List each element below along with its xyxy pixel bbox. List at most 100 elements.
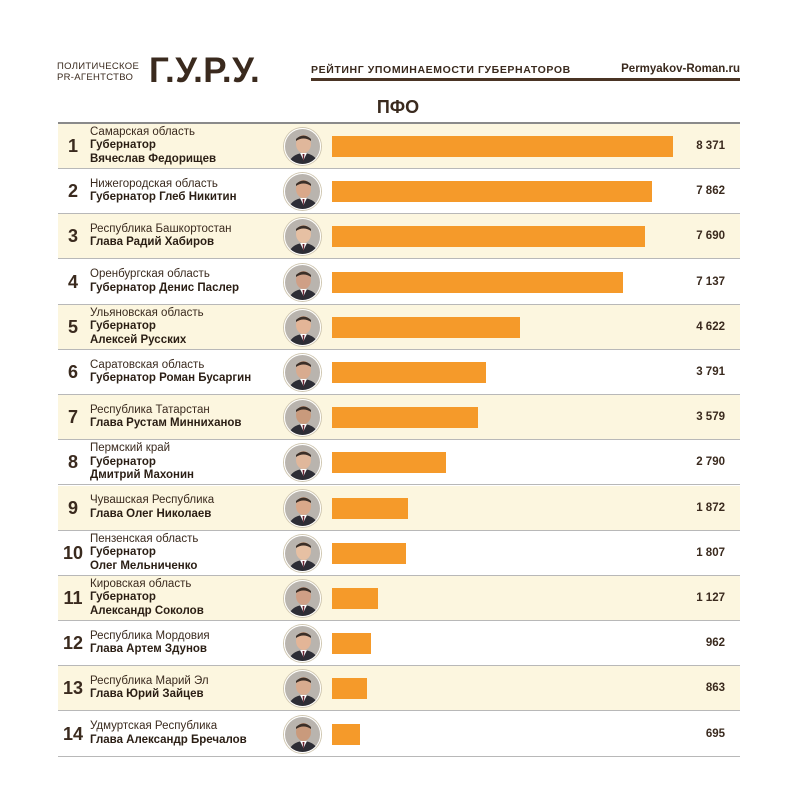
agency-line-1: ПОЛИТИЧЕСКОЕ <box>57 61 140 72</box>
region-name: Республика Башкортостан <box>90 222 232 235</box>
governor-name: Губернатор <box>90 139 156 152</box>
value-bar <box>332 362 487 383</box>
rank-number: 8 <box>67 452 78 473</box>
region-name: Удмуртская Республика <box>90 720 218 733</box>
governor-avatar <box>284 218 321 256</box>
agency-label: ПОЛИТИЧЕСКОЕ PR-АГЕНТСТВО <box>57 61 139 83</box>
governor-avatar <box>284 580 321 617</box>
region-name: Кировская область <box>90 577 192 590</box>
governor-name: Александр Соколов <box>90 604 204 617</box>
governor-name: Губернатор Денис Паслер <box>90 281 240 294</box>
governor-avatar <box>284 489 321 527</box>
rank-number: 5 <box>67 316 78 337</box>
table-row: 13 Республика Марий Эл Глава Юрий Зайцев 86… <box>58 666 740 712</box>
governor-name: Губернатор Роман Бусаргин <box>90 372 252 384</box>
governor-avatar <box>284 534 321 572</box>
governor-name: Вячеслав Федорищев <box>90 152 217 165</box>
governor-name: Глава Александр Бречалов <box>90 733 247 746</box>
table-row: 6 Саратовская область Губернатор Роман Бус… <box>58 350 740 395</box>
governor-name: Глава Олег Николаев <box>90 507 212 520</box>
region-name: Ульяновская область <box>90 306 204 319</box>
governor-name: Губернатор <box>90 546 156 559</box>
rank-number: 1 <box>67 136 78 156</box>
rank-number: 6 <box>67 362 78 382</box>
governor-info: Удмуртская Республика Глава Александр Бре… <box>90 712 300 756</box>
region-name: Самарская область <box>90 125 195 138</box>
value-bar <box>332 407 478 429</box>
governor-name: Олег Мельниченко <box>90 559 198 572</box>
table-row: 11 Кировская область Губернатор Александр С… <box>58 576 740 621</box>
governor-info: Самарская область Губернатор Вячеслав Федо… <box>90 124 300 168</box>
region-name: Республика Татарстан <box>90 403 210 416</box>
value-bar <box>332 497 409 519</box>
value-bar <box>332 542 406 564</box>
region-name: Саратовская область <box>90 358 205 371</box>
value-bar <box>332 226 646 248</box>
rank-number: 14 <box>62 723 84 744</box>
table-row: 2 Нижегородская область Губернатор Глеб Ни… <box>58 169 740 215</box>
governor-avatar <box>284 670 321 708</box>
table-row: 14 Удмуртская Республика Глава Александр Б… <box>58 712 740 757</box>
governor-info: Пензенская область Губернатор Олег Мельнич… <box>90 531 300 575</box>
governor-name: Глава Рустам Минниханов <box>90 417 242 430</box>
region-name: Чувашская Республика <box>90 494 215 507</box>
region-name: Оренбургская область <box>90 268 210 281</box>
guru-logo: Г.У.Р.У. <box>149 51 261 90</box>
value-bar <box>332 136 673 157</box>
table-row: 3 Республика Башкортостан Глава Радий Хаби… <box>58 214 740 260</box>
region-name: Пензенская область <box>90 532 199 545</box>
governor-avatar <box>284 354 321 391</box>
governor-info: Кировская область Губернатор Александр Сок… <box>90 576 300 620</box>
value-label: 7 137 <box>696 275 725 288</box>
governor-avatar <box>284 625 321 663</box>
value-bar <box>332 633 372 655</box>
table-row: 7 Республика Татарстан Глава Рустам Минних… <box>58 395 740 441</box>
governor-info: Республика Мордовия Глава Артем Здунов <box>90 621 300 665</box>
rank-number: 12 <box>62 633 84 654</box>
governor-avatar <box>284 715 321 753</box>
governor-name: Губернатор Глеб Никитин <box>90 191 237 204</box>
value-label: 962 <box>705 637 725 650</box>
value-label: 2 790 <box>696 456 725 469</box>
governor-info: Республика Марий Эл Глава Юрий Зайцев <box>90 666 300 710</box>
governor-name: Дмитрий Махонин <box>90 469 194 482</box>
value-bar <box>332 723 361 745</box>
governor-info: Пермский край Губернатор Дмитрий Махонин <box>90 440 300 484</box>
governor-info: Ульяновская область Губернатор Алексей Рус… <box>90 305 300 349</box>
governor-name: Глава Юрий Зайцев <box>90 688 204 701</box>
governor-name: Глава Радий Хабиров <box>90 236 215 249</box>
rank-number: 11 <box>63 588 83 608</box>
governor-name: Губернатор <box>90 320 156 333</box>
agency-line-2: PR-АГЕНТСТВО <box>57 72 134 83</box>
governor-name: Глава Артем Здунов <box>90 643 207 656</box>
region-name: Нижегородская область <box>90 177 218 190</box>
rating-subtitle: РЕЙТИНГ УПОМИНАЕМОСТИ ГУБЕРНАТОРОВ <box>311 64 571 76</box>
table-row: 9 Чувашская Республика Глава Олег Николаев… <box>58 485 740 531</box>
rank-number: 7 <box>67 407 78 428</box>
value-label: 1 127 <box>696 592 725 604</box>
governor-info: Республика Башкортостан Глава Радий Хабир… <box>90 214 300 258</box>
governor-avatar <box>284 399 321 437</box>
governor-avatar <box>284 308 321 346</box>
value-label: 4 622 <box>696 320 725 333</box>
governor-name: Губернатор <box>90 591 156 604</box>
region-name: Республика Мордовия <box>90 629 210 642</box>
value-label: 1 872 <box>696 501 725 514</box>
value-label: 3 579 <box>696 411 725 424</box>
governor-avatar <box>284 173 321 211</box>
governor-info: Оренбургская область Губернатор Денис Пас… <box>90 260 300 304</box>
value-bar <box>332 271 623 293</box>
rank-number: 4 <box>67 271 78 292</box>
value-label: 863 <box>705 682 725 695</box>
governor-avatar <box>284 263 321 301</box>
governor-avatar <box>284 128 321 165</box>
table-row: 4 Оренбургская область Губернатор Денис Па… <box>58 260 740 305</box>
value-bar <box>332 181 653 203</box>
rank-number: 10 <box>62 542 84 563</box>
governor-info: Чувашская Республика Глава Олег Николаев <box>90 486 300 530</box>
value-label: 7 862 <box>696 185 725 198</box>
header: ПОЛИТИЧЕСКОЕ PR-АГЕНТСТВО Г.У.Р.У. РЕЙТИ… <box>57 51 740 90</box>
value-label: 7 690 <box>696 230 725 243</box>
value-label: 3 791 <box>696 366 725 378</box>
site-link[interactable]: Permyakov-Roman.ru <box>621 63 740 75</box>
